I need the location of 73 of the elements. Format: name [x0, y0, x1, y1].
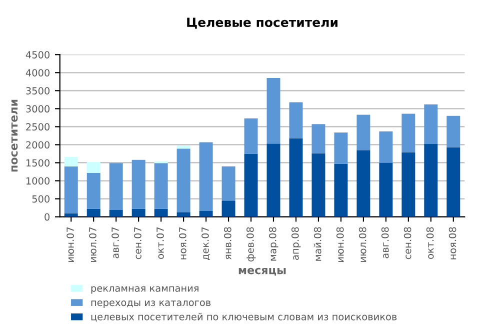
y-tick-label: 0 — [44, 213, 50, 221]
bar — [86, 208, 100, 217]
bar — [379, 131, 393, 163]
bar — [132, 208, 146, 217]
bar — [424, 144, 438, 217]
legend-label: рекламная кампания — [91, 286, 198, 294]
bar — [154, 208, 168, 217]
x-tick-label: ноя.07 — [179, 227, 186, 260]
bar — [289, 102, 303, 138]
bar — [244, 118, 258, 154]
bar — [86, 172, 100, 209]
bar — [154, 163, 168, 209]
x-tick-label: дек.07 — [202, 227, 210, 260]
bar — [266, 144, 280, 217]
bar — [64, 213, 78, 217]
bar — [379, 162, 393, 217]
legend-label: целевых посетителей по ключевым словам из поисковиков — [91, 312, 397, 322]
bar — [356, 150, 370, 217]
x-tick-label: окт.08 — [426, 227, 434, 259]
y-tick-label: 3500 — [26, 87, 50, 94]
x-tick-label: июн.07 — [66, 227, 74, 262]
bar — [402, 114, 416, 152]
y-tick-label: 2000 — [26, 141, 50, 149]
x-axis-title: месяцы — [238, 268, 286, 276]
bar — [109, 210, 123, 217]
chart-title: Целевые посетители — [187, 18, 338, 29]
bar — [424, 104, 438, 144]
bar — [176, 148, 190, 212]
x-tick-label: июл.08 — [358, 227, 366, 262]
bar — [222, 200, 236, 217]
y-tick-label: 4500 — [26, 51, 50, 58]
x-tick-label: апр.08 — [291, 227, 301, 260]
bar — [176, 145, 190, 149]
y-tick-label: 1000 — [26, 177, 50, 185]
bar — [64, 166, 78, 214]
bar — [86, 162, 100, 173]
y-tick-label: 1500 — [26, 159, 50, 167]
bar — [199, 211, 213, 217]
x-tick-label: сен.08 — [404, 227, 412, 260]
x-tick-label: окт.07 — [156, 227, 164, 259]
y-tick-label: 2500 — [26, 123, 50, 131]
bar — [199, 142, 213, 212]
x-tick-label: ноя.08 — [448, 227, 456, 260]
x-tick-label: июн.08 — [336, 227, 344, 262]
x-tick-label: фев.08 — [246, 227, 256, 262]
bar — [222, 166, 236, 201]
x-tick-label: авг.07 — [112, 227, 119, 258]
x-tick-label: май.08 — [314, 227, 322, 261]
bar — [356, 114, 370, 150]
y-tick-label: 3000 — [26, 105, 50, 113]
bar — [64, 156, 78, 166]
x-tick-label: янв.08 — [224, 227, 232, 260]
x-tick-label: июл.07 — [89, 227, 96, 262]
bar — [266, 78, 280, 144]
bar — [289, 138, 303, 217]
bar — [132, 160, 146, 209]
bar — [402, 152, 416, 217]
bar — [446, 116, 460, 148]
bar — [244, 154, 258, 217]
bar — [334, 164, 348, 217]
legend-label: переходы из каталогов — [91, 300, 211, 308]
bar — [334, 132, 348, 164]
bar — [176, 212, 190, 217]
bar — [312, 153, 326, 217]
bar — [312, 124, 326, 154]
x-tick-label: авг.08 — [381, 227, 389, 258]
y-axis-title: посетители — [11, 100, 18, 172]
x-tick-label: сен.07 — [134, 227, 142, 260]
y-tick-label: 500 — [32, 195, 50, 203]
bar — [446, 147, 460, 217]
x-tick-label: мар.08 — [268, 227, 278, 261]
bar — [109, 163, 123, 210]
y-tick-label: 4000 — [26, 69, 50, 76]
